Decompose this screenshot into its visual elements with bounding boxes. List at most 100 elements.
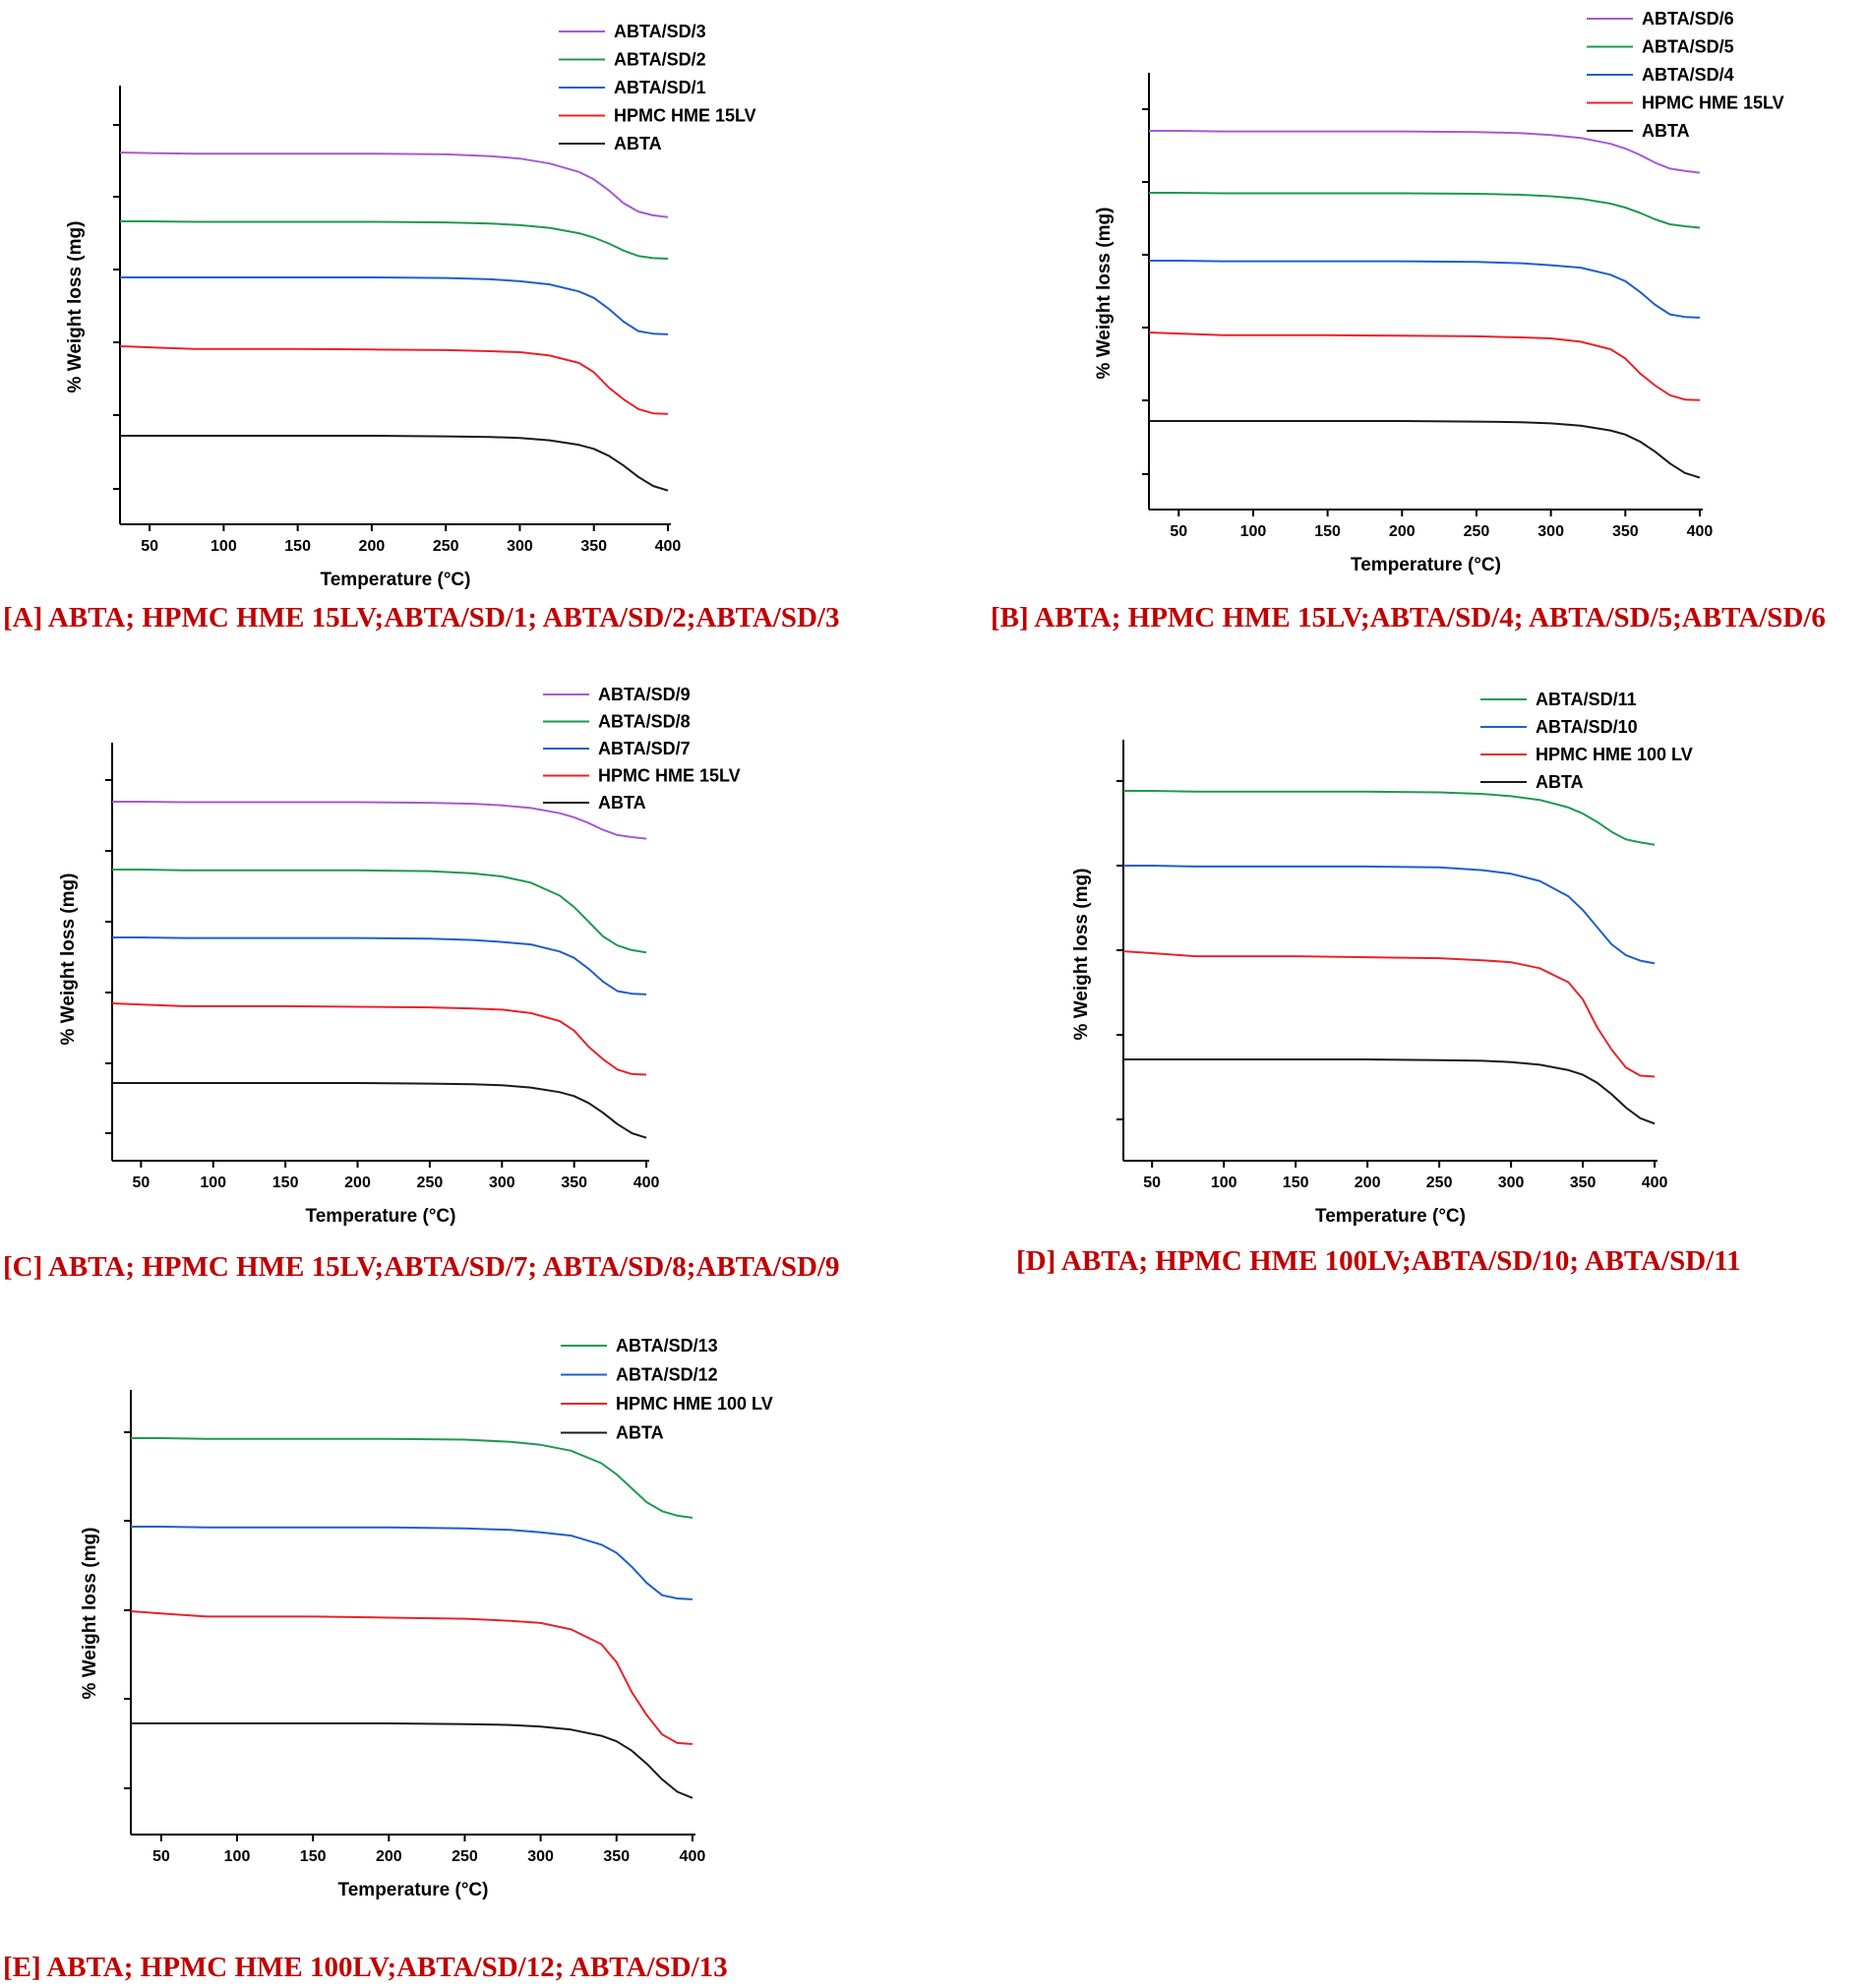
series-line [1149, 260, 1701, 319]
x-tick-label: 350 [561, 1175, 587, 1191]
x-tick-label: 350 [580, 538, 607, 555]
legend-label: ABTA [1642, 121, 1690, 141]
x-tick-label: 350 [1570, 1175, 1597, 1191]
series-line [120, 276, 669, 335]
x-tick-label: 100 [1211, 1175, 1237, 1191]
series-line [1123, 1058, 1656, 1125]
legend-label: HPMC HME 15LV [614, 106, 756, 126]
x-tick-label: 150 [284, 538, 311, 555]
series-line [120, 220, 669, 260]
x-tick-label: 250 [452, 1848, 478, 1865]
x-tick-label: 250 [417, 1175, 444, 1191]
series-line [112, 1082, 647, 1139]
x-axis-title: Temperature (°C) [1351, 555, 1501, 575]
x-tick-label: 200 [359, 538, 386, 555]
y-axis-title: % Weight loss (mg) [1094, 208, 1115, 380]
series-line [1123, 865, 1656, 965]
x-tick-label: 250 [1426, 1175, 1453, 1191]
x-tick-label: 300 [507, 538, 533, 555]
legend-label: ABTA/SD/11 [1536, 690, 1637, 709]
series-line [1149, 420, 1701, 479]
y-axis-title: % Weight loss (mg) [1071, 869, 1092, 1041]
y-axis-title: % Weight loss (mg) [65, 221, 86, 393]
x-axis-title: Temperature (°C) [1315, 1206, 1466, 1227]
series-line [119, 345, 669, 415]
x-tick-label: 150 [272, 1175, 299, 1191]
x-tick-label: 50 [132, 1175, 150, 1191]
x-tick-label: 200 [344, 1175, 371, 1191]
caption-d: [D] ABTA; HPMC HME 100LV;ABTA/SD/10; ABT… [1016, 1245, 1741, 1277]
x-tick-label: 300 [489, 1175, 515, 1191]
x-tick-label: 350 [603, 1848, 630, 1865]
series-line [1149, 192, 1701, 229]
series-line [131, 1437, 693, 1519]
x-tick-label: 200 [1389, 523, 1416, 540]
series-line [112, 869, 647, 954]
x-tick-label: 100 [200, 1175, 226, 1191]
legend-label: ABTA [598, 793, 646, 813]
x-tick-label: 300 [527, 1848, 554, 1865]
legend-label: ABTA [1536, 772, 1584, 792]
x-tick-label: 50 [1143, 1175, 1161, 1191]
x-tick-label: 200 [1355, 1175, 1381, 1191]
legend-label: ABTA/SD/8 [598, 712, 691, 732]
series-line [119, 151, 669, 218]
series-line [1148, 331, 1701, 401]
x-tick-label: 300 [1498, 1175, 1525, 1191]
legend-label: ABTA/SD/6 [1642, 9, 1734, 29]
series-line [1123, 790, 1656, 846]
x-tick-label: 150 [300, 1848, 327, 1865]
legend-label: ABTA/SD/2 [614, 50, 706, 70]
series-line [120, 435, 669, 492]
y-axis-title: % Weight loss (mg) [58, 874, 79, 1046]
series-line [130, 1610, 693, 1745]
x-tick-label: 50 [141, 538, 158, 555]
series-line [131, 1526, 693, 1600]
x-tick-label: 200 [376, 1848, 402, 1865]
legend-label: ABTA/SD/7 [598, 739, 691, 758]
x-tick-label: 350 [1612, 523, 1639, 540]
x-tick-label: 250 [1464, 523, 1490, 540]
x-tick-label: 150 [1314, 523, 1341, 540]
x-tick-label: 100 [224, 1848, 251, 1865]
series-line [1149, 130, 1701, 174]
legend-label: ABTA/SD/4 [1642, 65, 1734, 85]
x-tick-label: 50 [1170, 523, 1187, 540]
x-tick-label: 100 [211, 538, 237, 555]
series-line [131, 1722, 693, 1799]
caption-c: [C] ABTA; HPMC HME 15LV;ABTA/SD/7; ABTA/… [3, 1251, 840, 1283]
x-tick-label: 250 [433, 538, 459, 555]
legend-label: ABTA/SD/10 [1536, 717, 1638, 737]
x-axis-title: Temperature (°C) [321, 570, 471, 590]
legend-label: HPMC HME 100 LV [1536, 745, 1693, 764]
x-tick-label: 400 [633, 1175, 660, 1191]
legend-label: ABTA/SD/13 [616, 1336, 718, 1355]
series-line [112, 801, 647, 840]
x-tick-label: 150 [1283, 1175, 1309, 1191]
x-tick-label: 400 [655, 538, 682, 555]
x-tick-label: 400 [1642, 1175, 1668, 1191]
legend-label: HPMC HME 15LV [1642, 93, 1784, 113]
x-axis-title: Temperature (°C) [338, 1880, 489, 1900]
legend-label: ABTA/SD/5 [1642, 37, 1734, 57]
x-tick-label: 100 [1240, 523, 1267, 540]
caption-b: [B] ABTA; HPMC HME 15LV;ABTA/SD/4; ABTA/… [991, 602, 1826, 633]
x-axis-title: Temperature (°C) [306, 1206, 456, 1227]
series-line [111, 1002, 647, 1076]
series-line [1122, 950, 1656, 1078]
legend-label: ABTA [616, 1423, 664, 1443]
legend-label: HPMC HME 100 LV [616, 1394, 773, 1414]
caption-e: [E] ABTA; HPMC HME 100LV;ABTA/SD/12; ABT… [3, 1952, 728, 1983]
legend-label: ABTA/SD/12 [616, 1365, 718, 1385]
legend-label: ABTA/SD/9 [598, 685, 691, 704]
legend-label: ABTA/SD/3 [614, 22, 706, 41]
legend-label: ABTA [614, 134, 662, 153]
x-tick-label: 400 [1687, 523, 1714, 540]
x-tick-label: 50 [152, 1848, 170, 1865]
x-tick-label: 300 [1537, 523, 1564, 540]
